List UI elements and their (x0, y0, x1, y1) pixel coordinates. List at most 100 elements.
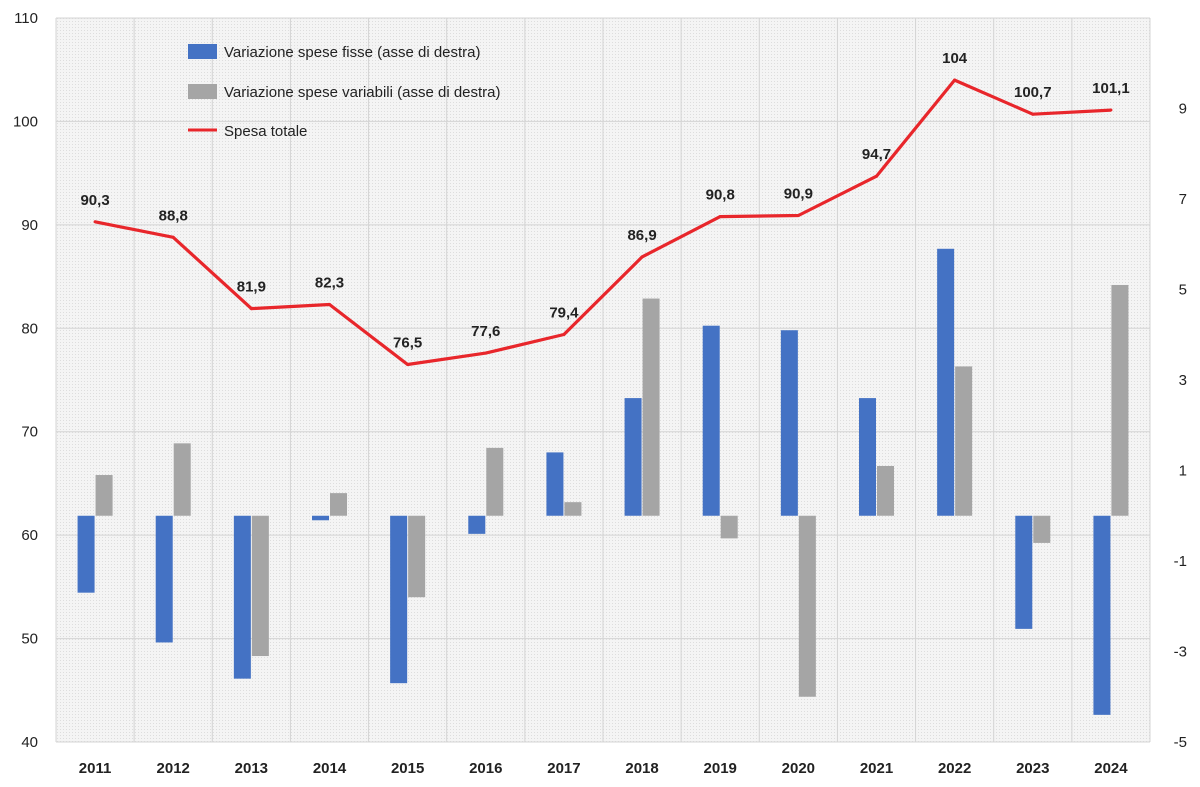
left-tick-50: 50 (21, 631, 38, 648)
data-label-2023: 100,7 (1014, 84, 1052, 101)
data-label-2014: 82,3 (315, 274, 344, 291)
point-spesa-totale-2018 (640, 255, 644, 259)
x-tick-2014: 2014 (313, 760, 347, 777)
legend-label-variabili: Variazione spese variabili (asse di dest… (224, 84, 501, 101)
point-spesa-totale-2014 (328, 302, 331, 306)
left-tick-90: 90 (21, 217, 38, 234)
right-tick--1: -1 (1174, 553, 1187, 570)
right-tick-9: 9 (1179, 101, 1187, 118)
bar-variabili-2016 (486, 447, 504, 516)
legend-swatch-fisse (188, 44, 217, 59)
bar-variabili-2013 (251, 515, 269, 657)
data-label-2015: 76,5 (393, 334, 422, 351)
x-tick-2020: 2020 (782, 760, 815, 777)
point-spesa-totale-2017 (562, 332, 566, 336)
left-tick-40: 40 (21, 734, 38, 751)
bar-variabili-2023 (1033, 515, 1051, 543)
x-tick-2017: 2017 (547, 760, 580, 777)
bar-fisse-2023 (1015, 515, 1033, 629)
left-tick-110: 110 (14, 10, 38, 27)
x-tick-2012: 2012 (157, 760, 190, 777)
data-label-2019: 90,8 (706, 187, 735, 204)
line-layer (93, 78, 1113, 367)
right-tick-5: 5 (1179, 282, 1187, 299)
x-tick-2016: 2016 (469, 760, 502, 777)
data-label-2021: 94,7 (862, 146, 891, 163)
data-label-2018: 86,9 (627, 227, 656, 244)
x-tick-2021: 2021 (860, 760, 893, 777)
bar-fisse-2021 (859, 398, 876, 516)
bar-fisse-2012 (155, 515, 173, 643)
right-tick-1: 1 (1179, 463, 1187, 480)
line-spesa-totale (94, 78, 1111, 367)
data-label-2022: 104 (942, 50, 968, 67)
point-spesa-totale-2016 (484, 351, 488, 355)
x-tick-2019: 2019 (704, 760, 737, 777)
point-spesa-totale-2023 (1031, 112, 1035, 116)
legend-label-totale: Spesa totale (224, 123, 307, 140)
x-tick-2011: 2011 (79, 760, 112, 777)
bar-variabili-2014 (330, 493, 347, 516)
point-spesa-totale-2021 (875, 174, 878, 178)
point-spesa-totale-2019 (718, 215, 722, 219)
right-tick-7: 7 (1179, 191, 1187, 208)
bar-fisse-2013 (233, 515, 251, 679)
x-tick-2022: 2022 (938, 760, 971, 777)
point-spesa-totale-2013 (249, 307, 253, 311)
bar-fisse-2024 (1093, 515, 1111, 715)
data-label-2017: 79,4 (549, 304, 579, 321)
bar-fisse-2015 (390, 515, 408, 684)
bar-fisse-2014 (312, 515, 329, 521)
x-tick-2024: 2024 (1094, 760, 1128, 777)
bar-variabili-2021 (877, 465, 894, 516)
bar-variabili-2022 (955, 366, 973, 516)
right-tick--5: -5 (1174, 734, 1187, 751)
bar-fisse-2017 (546, 452, 564, 516)
bar-variabili-2018 (642, 298, 660, 516)
bar-fisse-2018 (624, 398, 642, 516)
bar-fisse-2019 (702, 325, 720, 516)
bar-variabili-2020 (798, 515, 816, 697)
x-tick-2013: 2013 (235, 760, 268, 777)
left-tick-60: 60 (21, 527, 38, 544)
left-tick-70: 70 (21, 424, 38, 441)
x-axis: 2011 2012 2013 2014 2015 2016 2017 2018 2019 2020… (79, 760, 1128, 777)
x-tick-2018: 2018 (625, 760, 658, 777)
bars (77, 248, 1129, 715)
data-label-2016: 77,6 (471, 323, 500, 340)
data-label-2013: 81,9 (237, 279, 266, 296)
data-label-2024: 101,1 (1092, 80, 1130, 97)
point-spesa-totale-2015 (406, 362, 410, 366)
point-spesa-totale-2024 (1109, 108, 1113, 112)
bar-fisse-2022 (937, 248, 955, 516)
point-spesa-totale-2011 (93, 220, 97, 224)
right-tick--3: -3 (1174, 644, 1187, 661)
left-axis: 40 50 60 70 80 90 100 110 (13, 10, 38, 751)
legend-swatch-variabili (188, 84, 217, 99)
bar-fisse-2016 (468, 515, 486, 534)
x-tick-2023: 2023 (1016, 760, 1049, 777)
point-spesa-totale-2012 (171, 235, 175, 239)
bar-variabili-2019 (720, 515, 738, 539)
data-label-2011: 90,3 (80, 192, 109, 209)
right-axis: -5 -3 -1 1 3 5 7 9 (1174, 101, 1187, 752)
bar-fisse-2011 (77, 515, 95, 593)
bar-variabili-2017 (564, 502, 582, 516)
legend-label-fisse: Variazione spese fisse (asse di destra) (224, 44, 481, 61)
legend: Variazione spese fisse (asse di destra) … (188, 44, 501, 140)
point-spesa-totale-2020 (796, 214, 800, 218)
bar-variabili-2015 (408, 515, 426, 598)
left-tick-80: 80 (21, 320, 38, 337)
data-label-2020: 90,9 (784, 186, 813, 203)
data-labels: 90,3 88,8 81,9 82,3 76,5 77,6 79,4 86,9 90,8 90,9… (80, 50, 1129, 351)
bar-variabili-2012 (173, 443, 191, 516)
bar-fisse-2020 (780, 330, 798, 516)
data-label-2012: 88,8 (159, 207, 188, 224)
x-tick-2015: 2015 (391, 760, 424, 777)
bar-variabili-2024 (1111, 284, 1129, 516)
left-tick-100: 100 (13, 113, 38, 130)
point-spesa-totale-2022 (953, 78, 957, 82)
bar-variabili-2011 (95, 475, 113, 516)
right-tick-3: 3 (1179, 372, 1187, 389)
